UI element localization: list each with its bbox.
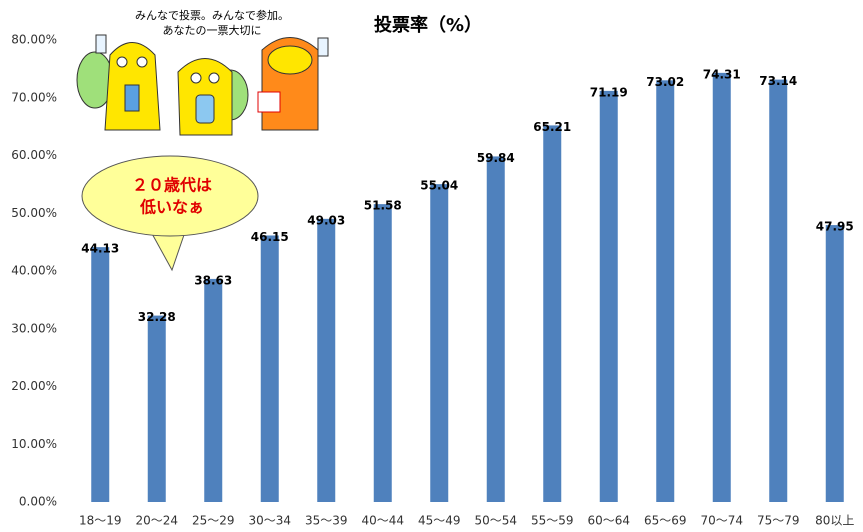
data-label: 47.95	[816, 220, 854, 234]
y-tick-label: 20.00%	[11, 379, 57, 393]
bar	[487, 156, 505, 502]
data-label: 49.03	[307, 213, 345, 227]
x-tick-label: 35〜39	[305, 514, 348, 528]
data-label: 65.21	[533, 120, 571, 134]
y-tick-label: 10.00%	[11, 437, 57, 451]
y-tick-label: 60.00%	[11, 148, 57, 162]
bar	[769, 80, 787, 502]
x-tick-label: 18〜19	[79, 514, 122, 528]
data-label: 59.84	[477, 151, 515, 165]
x-tick-label: 30〜34	[248, 514, 291, 528]
x-tick-label: 75〜79	[757, 514, 800, 528]
x-tick-label: 50〜54	[474, 514, 517, 528]
bar	[148, 316, 166, 502]
data-label: 38.63	[194, 273, 232, 287]
x-tick-label: 65〜69	[644, 514, 687, 528]
bar	[600, 91, 618, 502]
data-label: 73.14	[759, 74, 797, 88]
bubble-shape	[82, 156, 258, 236]
bar	[261, 235, 279, 502]
y-tick-label: 80.00%	[11, 33, 57, 47]
x-tick-label: 25〜29	[192, 514, 235, 528]
data-label: 73.02	[646, 75, 684, 89]
bubble-text: ２０歳代は	[132, 176, 212, 195]
mascots	[77, 35, 328, 135]
data-label: 55.04	[420, 179, 458, 193]
data-label: 51.58	[364, 199, 402, 213]
y-tick-label: 70.00%	[11, 90, 57, 104]
bar	[713, 73, 731, 502]
x-tick-label: 20〜24	[135, 514, 178, 528]
bar	[656, 80, 674, 502]
slogan: みんなで投票。みんなで参加。	[135, 8, 289, 22]
bar	[826, 225, 844, 502]
bubble-text: 低いなぁ	[139, 198, 204, 217]
y-tick-label: 40.00%	[11, 264, 57, 278]
slogan: あなたの一票大切に	[163, 23, 262, 37]
x-tick-label: 70〜74	[700, 514, 743, 528]
chart: 投票率（%） みんなで投票。みんなで参加。 あなたの一票大切に 0.00% 10.…	[0, 0, 863, 532]
data-label: 46.15	[251, 230, 289, 244]
x-tick-label: 40〜44	[361, 514, 404, 528]
x-tick-label: 80以上	[815, 514, 854, 528]
data-label: 71.19	[590, 85, 628, 99]
bar	[430, 184, 448, 502]
data-label: 74.31	[703, 67, 741, 81]
x-tick-label: 60〜64	[587, 514, 630, 528]
x-tick-label: 45〜49	[418, 514, 461, 528]
chart-title: 投票率（%）	[374, 14, 482, 36]
bar	[374, 204, 392, 502]
y-tick-label: 0.00%	[19, 495, 57, 509]
data-label: 44.13	[81, 242, 119, 256]
bubble-shape	[148, 225, 186, 233]
bar	[204, 279, 222, 502]
data-label: 32.28	[138, 310, 176, 324]
bar	[317, 219, 335, 502]
y-tick-label: 50.00%	[11, 206, 57, 220]
bar	[91, 247, 109, 502]
x-tick-label: 55〜59	[531, 514, 574, 528]
y-tick-label: 30.00%	[11, 321, 57, 335]
bar	[543, 125, 561, 502]
